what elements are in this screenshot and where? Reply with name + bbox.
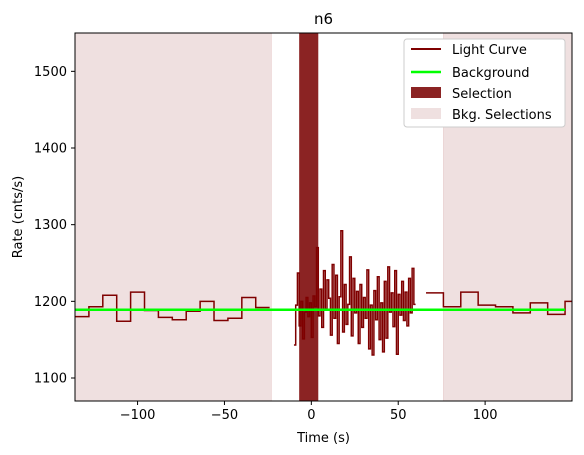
light-curve-fine: [293, 230, 416, 356]
y-axis-label: Rate (cnts/s): [11, 176, 26, 259]
x-tick-label: 50: [390, 408, 407, 423]
legend-label-light-curve: Light Curve: [452, 43, 527, 58]
bkg-selection-region-0: [74, 32, 272, 402]
light-curve-right: [426, 291, 572, 316]
legend-label-bkg-selections: Bkg. Selections: [452, 108, 552, 123]
y-tick-label: 1500: [34, 65, 67, 80]
legend-swatch-bkg-selections: [411, 108, 441, 119]
legend: Light Curve Background Selection Bkg. Se…: [403, 38, 566, 128]
x-tick-label: −50: [211, 408, 238, 423]
light-curve-left: [75, 291, 270, 323]
x-tick-label: −100: [120, 408, 156, 423]
x-tick-label: 0: [307, 408, 315, 423]
y-tick-label: 1300: [34, 218, 67, 233]
selection-region: [299, 33, 319, 401]
legend-box: [403, 38, 566, 128]
y-tick-label: 1100: [34, 372, 67, 387]
axes-frame: [74, 32, 573, 402]
legend-label-background: Background: [452, 66, 530, 81]
x-axis-label: Time (s): [296, 431, 350, 446]
x-tick-label: 100: [473, 408, 498, 423]
chart-title: n6: [314, 10, 333, 28]
y-tick-label: 1200: [34, 295, 67, 310]
legend-swatch-selection: [411, 87, 441, 98]
axis-ticks: −100 −50 0 50 100 1100 1200 1300 1400 1500: [34, 65, 498, 423]
y-tick-label: 1400: [34, 142, 67, 157]
legend-label-selection: Selection: [452, 87, 512, 102]
